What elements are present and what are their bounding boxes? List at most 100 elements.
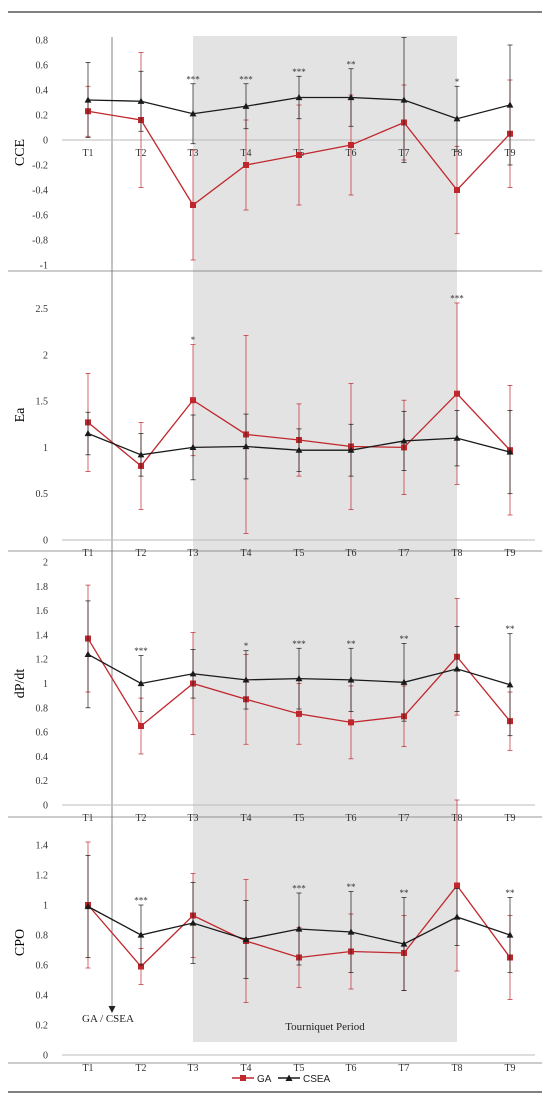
- csea-point: [189, 110, 197, 117]
- significance-marker: **: [347, 59, 357, 69]
- tourniquet-period-label: Tourniquet Period: [285, 1021, 365, 1033]
- legend-csea-label: CSEA: [303, 1074, 331, 1085]
- csea-point: [84, 902, 92, 910]
- significance-marker: **: [347, 639, 357, 649]
- csea-point: [242, 935, 250, 943]
- x-tick-label: T8: [451, 1063, 462, 1074]
- x-tick-label: T8: [451, 548, 462, 559]
- significance-marker: *: [191, 335, 196, 345]
- csea-point: [400, 96, 408, 103]
- csea-point: [347, 93, 355, 101]
- ga-point: [296, 710, 302, 717]
- csea-point: [84, 429, 92, 437]
- significance-marker: ***: [450, 293, 464, 303]
- x-tick-label: T6: [345, 813, 356, 824]
- y-tick-label: 2: [43, 350, 48, 361]
- significance-marker: **: [506, 624, 516, 634]
- csea-point: [189, 919, 197, 926]
- panel-dpdt: 0 0.2 0.4 0.6 0.8 1 1.2 1.4 1.6 1.8 2 T1 T2 T3 T4 T5 T6 T…: [13, 558, 535, 824]
- csea-point: [347, 676, 355, 683]
- significance-marker: ***: [292, 639, 306, 649]
- significance-marker: **: [347, 882, 357, 892]
- csea-point: [453, 115, 461, 122]
- x-tick-label: T9: [504, 548, 515, 559]
- csea-point: [295, 925, 303, 932]
- legend-csea-marker: [285, 1074, 293, 1081]
- panel-cpo: 0 0.2 0.4 0.6 0.8 1 1.2 1.4 T1 T2 T3 T4 T5 T6 T7 T8 T9 CP…: [13, 799, 535, 1074]
- csea-point: [137, 97, 145, 104]
- x-tick-label: T4: [240, 813, 251, 824]
- y-tick-label: -0.6: [32, 211, 48, 222]
- x-tick-label: T3: [187, 1063, 198, 1074]
- y-tick-label: 0.4: [36, 86, 49, 97]
- y-tick-label: 0.8: [36, 703, 49, 714]
- y-tick-label: 1.4: [36, 630, 49, 641]
- ga-point: [454, 390, 460, 397]
- tourniquet-shade: [193, 36, 457, 1042]
- tourniquet-shade-layer: [193, 36, 457, 1042]
- x-tick-label: T5: [293, 813, 304, 824]
- x-tick-label: T1: [82, 813, 93, 824]
- ga-point: [190, 202, 196, 208]
- ga-point: [243, 162, 249, 168]
- csea-point: [400, 437, 408, 444]
- y-tick-label: 0: [43, 136, 48, 147]
- y-tick-label: 1.2: [36, 871, 49, 882]
- y-tick-label: 0: [43, 536, 48, 547]
- x-tick-label: T7: [398, 1063, 409, 1074]
- x-tick-label: T2: [135, 1063, 146, 1074]
- y-tick-label: 1.6: [36, 606, 49, 617]
- x-tick-label: T4: [240, 1063, 251, 1074]
- significance-marker: ***: [239, 74, 253, 84]
- y-tick-label: 0.6: [36, 61, 49, 72]
- ga-csea-annotation: GA / CSEA: [82, 1013, 134, 1025]
- y-tick-label: 1: [43, 901, 48, 912]
- csea-point: [242, 102, 250, 109]
- csea-point: [137, 679, 145, 687]
- x-tick-label: T3: [187, 548, 198, 559]
- ga-csea-arrow: [108, 1006, 116, 1013]
- csea-point: [400, 678, 408, 685]
- y-tick-label: 0.5: [36, 489, 49, 500]
- x-tick-label: T7: [398, 548, 409, 559]
- y-tick-label: 0: [43, 1051, 48, 1062]
- legend-ga-marker: [240, 1075, 246, 1081]
- y-tick-label: -1: [40, 261, 48, 272]
- ga-point: [296, 152, 302, 158]
- csea-point: [189, 443, 197, 451]
- csea-point: [506, 931, 514, 938]
- csea-point: [400, 940, 408, 947]
- ga-point: [348, 142, 354, 148]
- x-tick-label: T9: [504, 813, 515, 824]
- x-tick-label: T5: [293, 548, 304, 559]
- csea-point: [506, 681, 514, 688]
- csea-point: [84, 650, 92, 657]
- significance-marker: *: [455, 77, 460, 87]
- csea-point: [453, 665, 461, 672]
- y-tick-label: 1.8: [36, 582, 49, 593]
- ga-point: [454, 882, 460, 889]
- y-tick-label: 0.2: [36, 776, 49, 787]
- annotation-layer: GA / CSEA Tourniquet Period: [82, 1013, 365, 1033]
- y-tick-label: 1: [43, 443, 48, 454]
- csea-point: [137, 931, 145, 938]
- csea-point: [295, 93, 303, 101]
- significance-marker: ***: [292, 67, 306, 77]
- y-axis-label: dP/dt: [13, 669, 28, 699]
- y-tick-label: 0.2: [36, 1021, 49, 1032]
- ga-point: [138, 723, 144, 730]
- y-tick-label: 0.6: [36, 728, 49, 739]
- x-tick-label: T3: [187, 813, 198, 824]
- y-tick-label: -0.8: [32, 236, 48, 247]
- significance-marker: ***: [134, 646, 148, 656]
- y-axis-label: Ea: [13, 407, 28, 423]
- y-tick-label: 0.8: [36, 931, 49, 942]
- csea-point: [137, 451, 145, 458]
- significance-marker: **: [506, 888, 516, 898]
- csea-point: [242, 442, 250, 450]
- x-tick-label: T6: [345, 1063, 356, 1074]
- csea-point: [295, 675, 303, 682]
- ga-point: [348, 719, 354, 726]
